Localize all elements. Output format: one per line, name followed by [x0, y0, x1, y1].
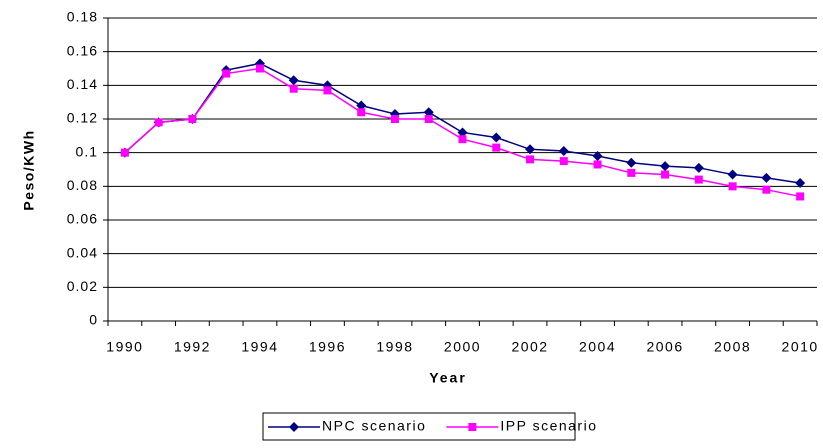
x-tick-label: 1990: [106, 339, 143, 355]
legend-marker: [468, 423, 477, 431]
y-tick-label: 0.14: [67, 76, 98, 92]
x-axis-label: Year: [429, 370, 467, 386]
data-point: [727, 169, 738, 180]
data-point: [289, 84, 298, 93]
data-point: [120, 148, 129, 157]
data-point: [357, 108, 366, 117]
x-tick-label: 2008: [714, 339, 751, 355]
data-point: [424, 115, 433, 123]
data-point: [356, 100, 367, 111]
x-tick-label: 2000: [444, 339, 481, 355]
x-tick-label: 2006: [646, 339, 683, 355]
legend-label: IPP scenario: [500, 418, 597, 434]
x-tick-label: 2010: [782, 339, 819, 355]
data-point: [796, 192, 805, 201]
y-tick-label: 0.02: [67, 278, 98, 294]
y-tick-label: 0.18: [67, 9, 98, 25]
data-point: [661, 170, 670, 179]
legend-label: NPC scenario: [322, 418, 426, 434]
data-point: [627, 168, 636, 177]
y-tick-label: 0.04: [67, 244, 98, 260]
data-point: [694, 175, 703, 184]
x-tick-label: 1998: [376, 339, 413, 355]
data-point: [559, 157, 568, 166]
data-point: [222, 69, 231, 78]
data-point: [255, 64, 264, 73]
y-tick-label: 0.06: [67, 211, 98, 227]
y-tick-label: 0.1: [76, 143, 98, 159]
data-point: [188, 115, 197, 123]
x-tick-label: 1996: [309, 339, 346, 355]
x-tick-label: 2002: [511, 339, 548, 355]
x-tick-label: 1992: [174, 339, 211, 355]
data-point: [761, 172, 772, 183]
data-point: [593, 160, 602, 169]
data-point: [457, 127, 468, 138]
data-point: [390, 115, 399, 123]
x-tick-label: 2004: [579, 339, 616, 355]
y-tick-label: 0.16: [67, 42, 98, 58]
y-tick-label: 0.12: [67, 110, 98, 126]
data-point: [288, 75, 299, 86]
legend-marker: [289, 422, 299, 432]
data-point: [526, 155, 535, 164]
x-tick-label: 1994: [241, 339, 278, 355]
data-point: [762, 185, 771, 194]
data-point: [693, 162, 704, 173]
data-point: [728, 182, 737, 191]
data-point: [458, 135, 467, 144]
data-point: [323, 86, 332, 95]
y-tick-label: 0: [89, 312, 98, 328]
data-point: [154, 118, 163, 127]
y-axis-label: Peso/KWh: [21, 129, 37, 210]
data-point: [660, 161, 671, 172]
data-point: [795, 177, 806, 188]
data-point: [423, 107, 434, 118]
data-point: [492, 143, 501, 152]
y-tick-label: 0.08: [67, 177, 98, 193]
data-point: [491, 132, 502, 143]
data-point: [592, 151, 603, 162]
data-point: [626, 157, 637, 168]
data-point: [558, 145, 569, 156]
data-point: [525, 144, 536, 155]
